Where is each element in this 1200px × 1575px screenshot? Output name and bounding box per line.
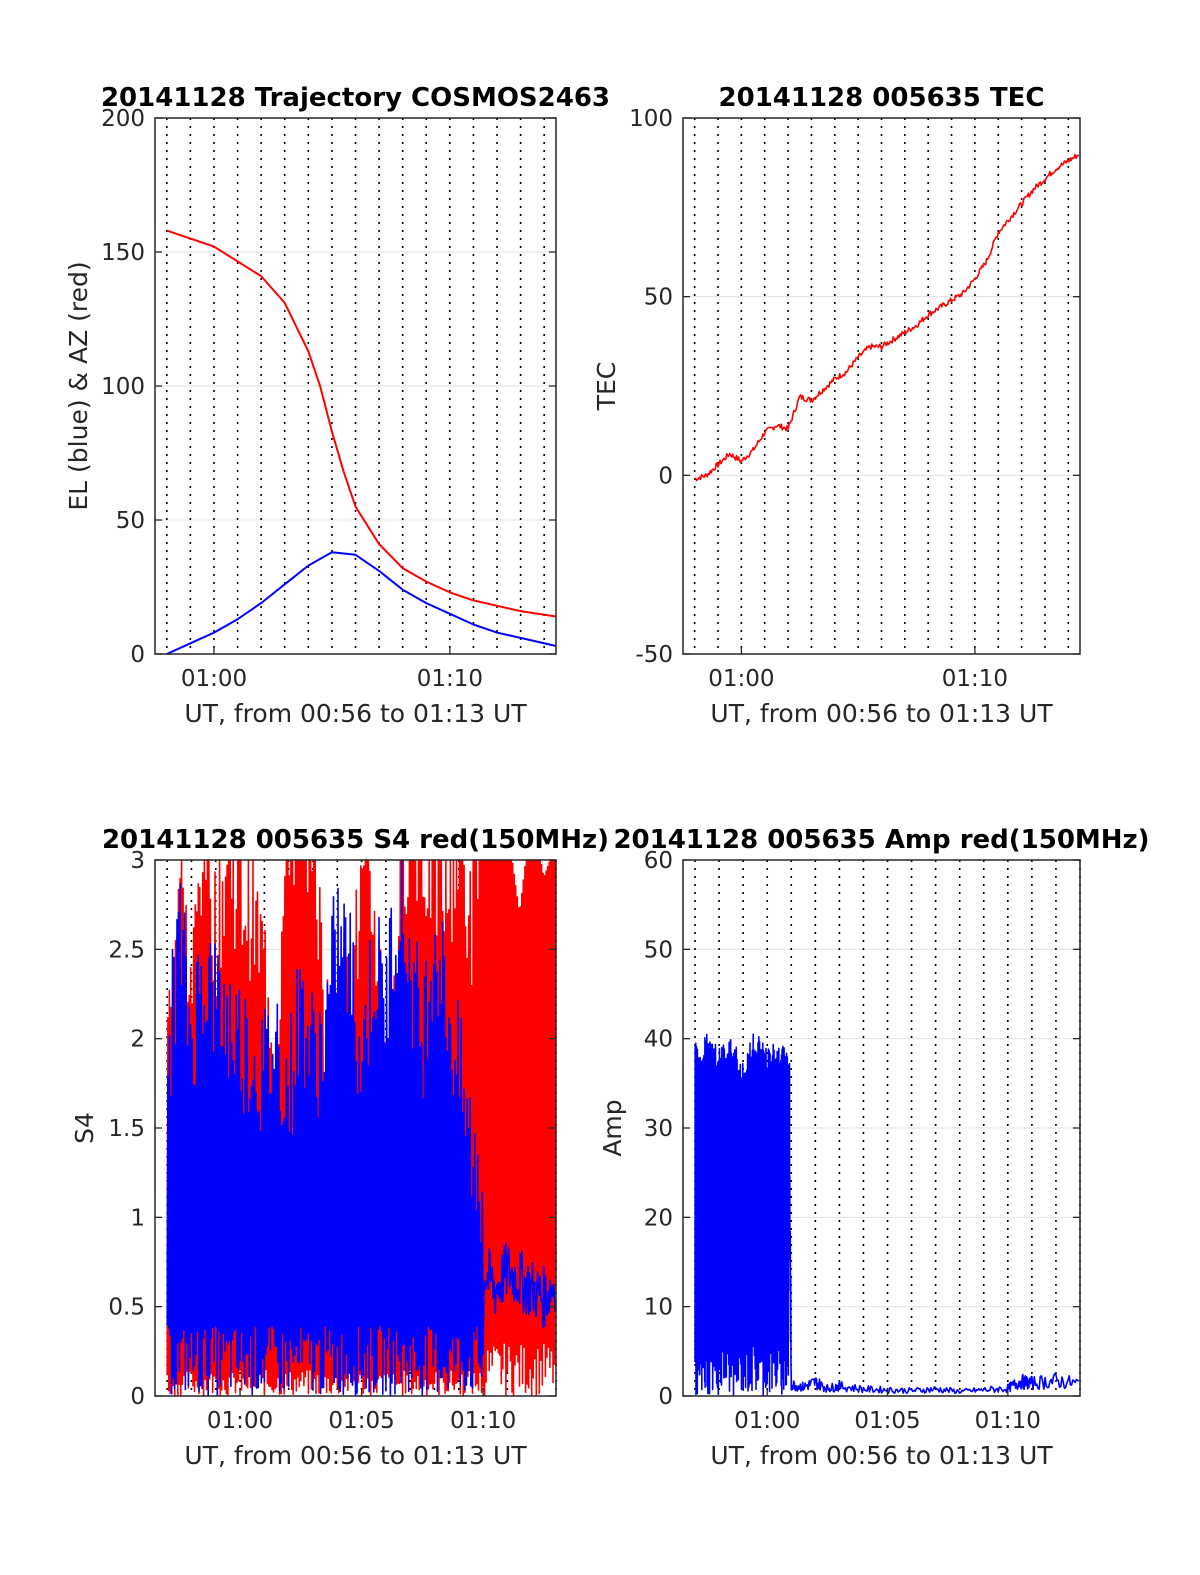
y-tick-label: 0: [658, 463, 673, 489]
x-tick-label: 01:10: [975, 1408, 1041, 1434]
x-tick-label: 01:10: [942, 666, 1008, 692]
tec-panel: -50 0 50 100 01:00 01:10 20141128 005635 TEC UT…: [592, 83, 1081, 728]
x-tick-label: 01:05: [328, 1408, 394, 1434]
x-axis-label: UT, from 00:56 to 01:13 UT: [710, 1441, 1053, 1470]
y-tick-label: 50: [644, 937, 673, 963]
trajectory-series-az-line: [166, 229, 557, 618]
chart-title: 20141128 005635 S4 red(150MHz): [102, 825, 609, 855]
y-tick-label: 1: [130, 1205, 145, 1231]
y-tick-label: 2.5: [108, 937, 145, 963]
y-tick-label: 10: [644, 1295, 673, 1321]
y-axis-label: TEC: [592, 362, 621, 412]
x-tick-label: 01:00: [181, 666, 247, 692]
chart-title: 20141128 Trajectory COSMOS2463: [101, 83, 610, 113]
trajectory-panel: 0 50 100 150 200 01:00 01:10 20141128 Trajector…: [64, 83, 610, 728]
trajectory-series-el-line: [166, 551, 557, 655]
y-tick-label: 40: [644, 1027, 673, 1053]
x-tick-label: 01:10: [417, 666, 483, 692]
y-tick-label: 0: [130, 642, 145, 668]
axes-box: [682, 117, 1081, 655]
y-tick-label: 3: [130, 848, 145, 874]
y-tick-label: 50: [644, 285, 673, 311]
y-tick-label: 150: [101, 240, 145, 266]
y-tick-label: 0.5: [108, 1295, 145, 1321]
y-tick-label: 50: [116, 508, 145, 534]
x-tick-label: 01:00: [207, 1408, 273, 1434]
tec-series-tec-line: [694, 153, 1080, 482]
y-tick-label: 100: [101, 374, 145, 400]
amp-series-amp-line: [694, 1033, 1080, 1397]
y-tick-label: 20: [644, 1205, 673, 1231]
x-axis-label: UT, from 00:56 to 01:13 UT: [184, 1441, 527, 1470]
x-tick-label: 01:05: [854, 1408, 920, 1434]
s4-panel: 0 0.5 1 1.5 2 2.5 3 01:00 01:05 01:10 20141128 005…: [70, 825, 609, 1470]
chart-title: 20141128 005635 TEC: [719, 83, 1045, 113]
y-tick-label: 30: [644, 1116, 673, 1142]
x-tick-label: 01:00: [708, 666, 774, 692]
y-axis-label: EL (blue) & AZ (red): [64, 261, 93, 510]
y-axis-label: S4: [70, 1112, 99, 1144]
y-tick-label: 200: [101, 106, 145, 132]
y-tick-label: 2: [130, 1027, 145, 1053]
x-axis-label: UT, from 00:56 to 01:13 UT: [710, 699, 1053, 728]
y-tick-label: 100: [629, 106, 673, 132]
x-tick-label: 01:00: [734, 1408, 800, 1434]
s4-series-blue-line: [166, 859, 556, 1397]
x-tick-label: 01:10: [450, 1408, 516, 1434]
y-tick-label: -50: [635, 642, 673, 668]
y-tick-label: 0: [658, 1384, 673, 1410]
y-tick-label: 60: [644, 848, 673, 874]
chart-title: 20141128 005635 Amp red(150MHz): [613, 825, 1149, 855]
amp-panel: 0 10 20 30 40 50 60 01:00 01:05 01:10 20141128 005…: [598, 825, 1150, 1470]
x-axis-label: UT, from 00:56 to 01:13 UT: [184, 699, 527, 728]
y-tick-label: 0: [130, 1384, 145, 1410]
y-tick-label: 1.5: [108, 1116, 145, 1142]
y-axis-label: Amp: [598, 1099, 627, 1156]
